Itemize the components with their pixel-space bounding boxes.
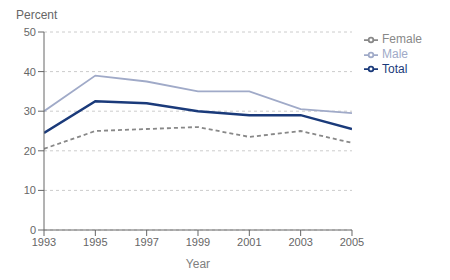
svg-text:0: 0 <box>30 224 36 236</box>
svg-text:2005: 2005 <box>340 236 364 248</box>
html-text:Female: Female <box>382 32 422 46</box>
svg-text:30: 30 <box>24 105 36 117</box>
svg-text:10: 10 <box>24 184 36 196</box>
svg-text:1993: 1993 <box>32 236 56 248</box>
html-text:Total: Total <box>382 61 408 76</box>
svg-text:2001: 2001 <box>237 236 261 248</box>
svg-text:1995: 1995 <box>83 236 107 248</box>
html-text:Percent: Percent <box>16 8 58 22</box>
svg-text:40: 40 <box>24 66 36 78</box>
svg-text:1997: 1997 <box>134 236 158 248</box>
svg-text:1999: 1999 <box>186 236 210 248</box>
svg-text:2003: 2003 <box>288 236 312 248</box>
svg-text:Year: Year <box>186 257 210 271</box>
svg-text:50: 50 <box>24 26 36 38</box>
html-text:Male: Male <box>382 46 408 61</box>
svg-text:20: 20 <box>24 145 36 157</box>
